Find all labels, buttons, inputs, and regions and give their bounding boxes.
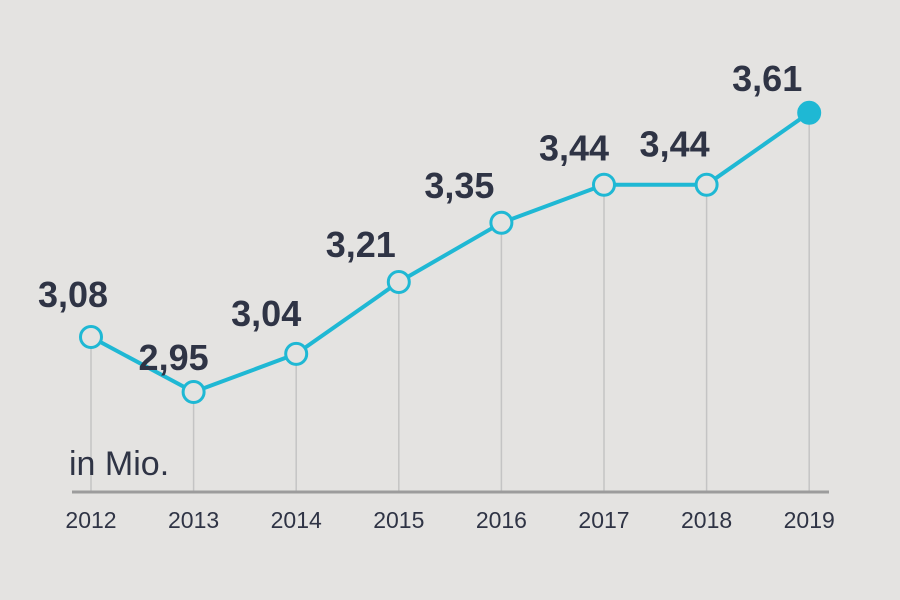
x-tick-label: 2016 [476, 507, 527, 533]
data-point-marker [694, 172, 719, 197]
x-tick-label: 2013 [168, 507, 219, 533]
x-tick-label: 2012 [65, 507, 116, 533]
data-point-marker [797, 100, 822, 125]
data-labels: 3,08 2,95 3,04 3,21 3,35 3,44 3,44 3,61 [38, 58, 802, 378]
data-label: 3,44 [539, 128, 609, 169]
data-point-marker [181, 379, 206, 404]
data-point-marker [79, 325, 103, 349]
data-label: 3,08 [38, 274, 108, 315]
x-tick-label: 2015 [373, 507, 424, 533]
data-point-marker [592, 172, 616, 197]
data-label: 3,21 [326, 224, 396, 265]
data-label: 3,44 [640, 124, 710, 165]
unit-label: in Mio. [69, 445, 169, 483]
data-label: 2,95 [139, 337, 209, 378]
data-point-marker [386, 270, 411, 295]
data-label: 3,61 [732, 58, 802, 99]
x-tick-label: 2017 [578, 507, 629, 533]
data-point-marker [284, 341, 309, 366]
series-line [89, 110, 812, 394]
x-tick-label: 2019 [784, 507, 835, 533]
x-tick-labels: 2012 2013 2014 2015 2016 2017 2018 2019 [65, 507, 834, 533]
data-label: 3,35 [424, 165, 494, 206]
data-markers [79, 100, 822, 404]
x-tick-label: 2014 [271, 507, 322, 533]
data-point-marker [489, 210, 514, 235]
x-tick-label: 2018 [681, 507, 732, 533]
drop-lines [90, 112, 810, 492]
data-label: 3,04 [231, 293, 301, 334]
